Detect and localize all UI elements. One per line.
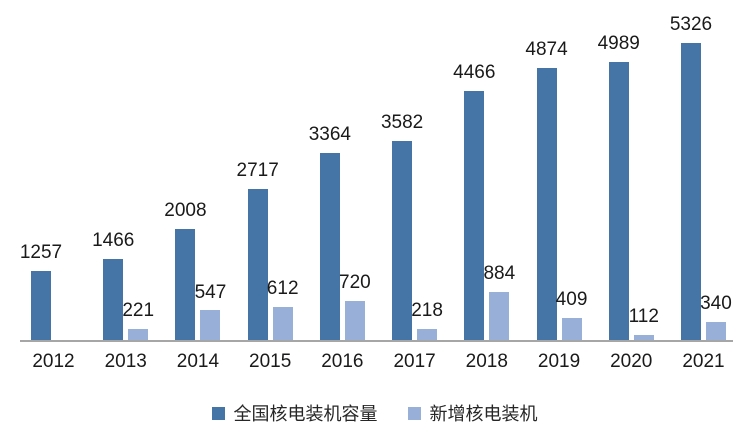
legend-swatch-capacity-icon: [211, 406, 225, 420]
new-capacity-bar: 547: [195, 282, 226, 341]
x-axis-label: 2012: [32, 351, 75, 372]
bar-group: 2008 547: [164, 43, 226, 341]
legend-label-capacity: 全国核电装机容量: [233, 404, 378, 424]
legend-swatch-new-capacity-icon: [407, 406, 421, 420]
new-capacity-bar: 112: [629, 306, 659, 341]
new-capacity-bar: 884: [483, 263, 515, 341]
legend-item-new-capacity: 新增核电装机: [407, 400, 538, 426]
new-capacity-bar: 720: [339, 272, 371, 341]
data-label: 884: [483, 262, 516, 284]
legend: 全国核电装机容量 新增核电装机: [0, 400, 749, 426]
data-label: 340: [700, 293, 732, 315]
data-label: 4989: [597, 32, 640, 54]
data-label: 3582: [380, 111, 424, 133]
new-capacity-bar: 218: [411, 300, 443, 341]
capacity-bar: 4989: [598, 33, 640, 341]
x-axis-label: 2019: [537, 351, 581, 372]
bar-group: 4874 409: [525, 40, 587, 341]
data-label: 547: [194, 281, 227, 303]
x-axis-label: 2015: [249, 351, 292, 372]
data-label: 1257: [19, 241, 63, 263]
data-label: 112: [628, 305, 659, 327]
bar-group: 4466 884: [453, 43, 515, 341]
x-axis-labels: 2012 2013 2014 2015 2016 2017 2018 2019 2020 2021: [31, 351, 726, 373]
capacity-bar: 3364: [309, 124, 351, 341]
data-label: 2008: [164, 199, 207, 221]
x-axis-label: 2021: [682, 351, 725, 372]
x-axis-label: 2013: [104, 351, 147, 372]
data-label: 612: [266, 277, 299, 299]
bar-group: 3582 218: [381, 43, 443, 341]
capacity-bar: 4874: [525, 40, 568, 341]
capacity-bar: 2717: [237, 160, 279, 341]
new-capacity-bar: 612: [267, 278, 299, 341]
new-capacity-bar: 221: [122, 300, 154, 341]
bar-group: 2717 612: [237, 43, 299, 341]
x-axis-label: 2018: [465, 351, 508, 372]
bar-group: 1257: [20, 43, 76, 341]
capacity-bar: 2008: [164, 200, 207, 341]
bar-group: 4989 112: [598, 33, 659, 341]
data-label: 218: [411, 299, 443, 321]
data-label: 4466: [453, 62, 496, 84]
legend-label-new-capacity: 新增核电装机: [429, 404, 538, 424]
x-axis-label: 2017: [393, 351, 436, 372]
x-axis-label: 2014: [176, 351, 220, 372]
new-capacity-bar: 340: [700, 293, 732, 341]
data-label: 221: [122, 299, 155, 321]
data-label: 1466: [92, 230, 135, 252]
bar-group: 3364 720: [309, 43, 371, 341]
x-axis-line: [20, 340, 733, 342]
capacity-bar: 4466: [453, 62, 495, 341]
capacity-bar: 1466: [92, 230, 134, 341]
bar-group: 1466 221: [92, 43, 154, 341]
legend-item-capacity: 全国核电装机容量: [211, 400, 378, 426]
x-axis-label: 2020: [610, 351, 653, 372]
data-label: 2717: [236, 160, 279, 182]
plot-area: 1257 1466 221 2008 547 2717 612 3364 720 3582 218 4…: [20, 14, 732, 341]
capacity-bar: 3582: [381, 112, 423, 341]
data-label: 4874: [525, 39, 568, 61]
capacity-bar: 5326: [670, 14, 712, 341]
capacity-bar: 1257: [20, 242, 62, 341]
new-capacity-bar: 409: [556, 289, 587, 341]
data-label: 720: [339, 271, 371, 293]
data-label: 3364: [308, 123, 352, 145]
data-label: 409: [555, 289, 588, 311]
data-label: 5326: [669, 14, 713, 36]
bar-group: 5326 340: [670, 14, 732, 341]
x-axis-label: 2016: [321, 351, 364, 372]
